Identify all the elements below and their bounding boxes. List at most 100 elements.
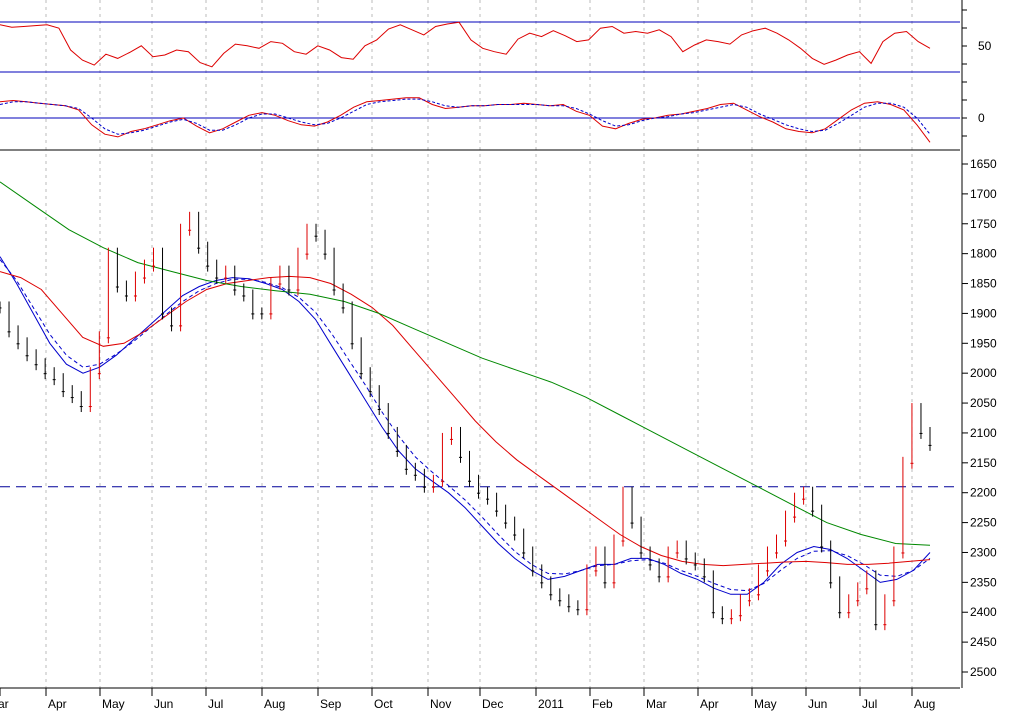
price-tick-label: 2050 bbox=[970, 396, 997, 410]
price-bar-body bbox=[242, 295, 246, 297]
month-label: Jul bbox=[208, 697, 223, 711]
momentum-momentum-line bbox=[0, 97, 931, 143]
price-tick-label: 1650 bbox=[970, 157, 997, 171]
ema-fast-line bbox=[0, 256, 931, 595]
indicator-tick-label: 0 bbox=[978, 111, 985, 125]
price-bar-body bbox=[477, 492, 481, 494]
grid bbox=[45, 0, 913, 688]
price-tick-label: 2300 bbox=[970, 545, 997, 559]
price-bar-body bbox=[765, 570, 769, 572]
price-bar-body bbox=[151, 265, 155, 267]
price-tick-label: 2500 bbox=[970, 665, 997, 679]
price-bar-body bbox=[802, 498, 806, 500]
price-bar-body bbox=[197, 247, 201, 249]
price-tick-label: 2200 bbox=[970, 486, 997, 500]
price-bar-body bbox=[910, 462, 914, 464]
price-bar-body bbox=[486, 498, 490, 500]
month-label: Apr bbox=[48, 697, 67, 711]
price-bar-body bbox=[919, 432, 923, 434]
price-bar-body bbox=[820, 546, 824, 548]
price-bar-body bbox=[106, 337, 110, 339]
price-bar-body bbox=[585, 609, 589, 611]
price-bar-body bbox=[747, 600, 751, 602]
price-bar-body bbox=[865, 588, 869, 590]
price-bar-body bbox=[711, 612, 715, 614]
month-label: Jun bbox=[154, 697, 173, 711]
price-bar-body bbox=[449, 438, 453, 440]
price-tick-label: 2400 bbox=[970, 605, 997, 619]
price-bar-body bbox=[224, 277, 228, 279]
price-bar-body bbox=[928, 444, 932, 446]
axes: Mar Apr May Jun Jul Aug Sep Oct Nov Dec 2011 Feb Mar… bbox=[0, 0, 997, 711]
price-tick-label: 2000 bbox=[970, 366, 997, 380]
price-bar-body bbox=[278, 283, 282, 285]
price-bar-body bbox=[179, 325, 183, 327]
price-bar-body bbox=[359, 373, 363, 375]
oscillator-line bbox=[0, 21, 931, 68]
price-bar-body bbox=[88, 406, 92, 408]
price-bar-body bbox=[404, 468, 408, 470]
price-bar-body bbox=[648, 564, 652, 566]
price-bar-body bbox=[188, 229, 192, 231]
price-tick-label: 1750 bbox=[970, 217, 997, 231]
month-label: Feb bbox=[592, 697, 613, 711]
price-bar-body bbox=[97, 373, 101, 375]
price-tick-label: 1850 bbox=[970, 277, 997, 291]
price-bar-body bbox=[251, 313, 255, 315]
price-bar-body bbox=[215, 277, 219, 279]
month-label: Jun bbox=[808, 697, 827, 711]
price-bar-body bbox=[7, 331, 11, 333]
price-bar-body bbox=[287, 289, 291, 291]
month-label: May bbox=[102, 697, 125, 711]
price-bar-body bbox=[368, 391, 372, 393]
price-bar-body bbox=[874, 624, 878, 626]
price-bar-body bbox=[61, 391, 65, 393]
ma-medium-line bbox=[0, 271, 931, 567]
month-label: May bbox=[754, 697, 777, 711]
price-bar-body bbox=[657, 576, 661, 578]
month-label: Sep bbox=[320, 697, 342, 711]
price-bar-body bbox=[558, 600, 562, 602]
price-bar-body bbox=[531, 570, 535, 572]
price-bar-body bbox=[639, 552, 643, 554]
price-bar-body bbox=[901, 552, 905, 554]
price-bar-body bbox=[720, 618, 724, 620]
price-bar-body bbox=[170, 325, 174, 327]
price-bar-body bbox=[386, 432, 390, 434]
price-bar-body bbox=[70, 397, 74, 399]
price-bar-body bbox=[0, 307, 2, 309]
price-bar-body bbox=[395, 450, 399, 452]
price-bar-body bbox=[567, 606, 571, 608]
month-label: Oct bbox=[374, 697, 393, 711]
price-bar-body bbox=[856, 600, 860, 602]
indicator-tick-label: 50 bbox=[978, 39, 992, 53]
price-bar-body bbox=[133, 295, 137, 297]
price-bar-body bbox=[314, 235, 318, 237]
price-bar-body bbox=[79, 406, 83, 408]
month-label: Dec bbox=[482, 697, 503, 711]
price-tick-label: 2450 bbox=[970, 635, 997, 649]
price-bar-body bbox=[540, 582, 544, 584]
price-bar-body bbox=[260, 313, 264, 315]
oscillator-panel bbox=[0, 21, 960, 73]
price-tick-label: 2100 bbox=[970, 426, 997, 440]
price-bar-body bbox=[684, 558, 688, 560]
price-bar-body bbox=[52, 379, 56, 381]
price-bar-body bbox=[693, 564, 697, 566]
price-bar-body bbox=[811, 510, 815, 512]
price-bar-body bbox=[495, 510, 499, 512]
price-bar-body bbox=[847, 612, 851, 614]
price-bar-body bbox=[350, 343, 354, 345]
ma-long-line bbox=[0, 181, 931, 546]
month-label: Aug bbox=[264, 697, 285, 711]
price-bar-body bbox=[341, 307, 345, 309]
price-bar-body bbox=[756, 594, 760, 596]
price-tick-label: 1700 bbox=[970, 187, 997, 201]
price-bar-body bbox=[124, 295, 128, 297]
price-bar-body bbox=[784, 540, 788, 542]
price-bar-body bbox=[729, 618, 733, 620]
month-label: Mar bbox=[646, 697, 667, 711]
price-bar-body bbox=[702, 576, 706, 578]
price-bar-body bbox=[422, 486, 426, 488]
price-bar-body bbox=[34, 364, 38, 366]
